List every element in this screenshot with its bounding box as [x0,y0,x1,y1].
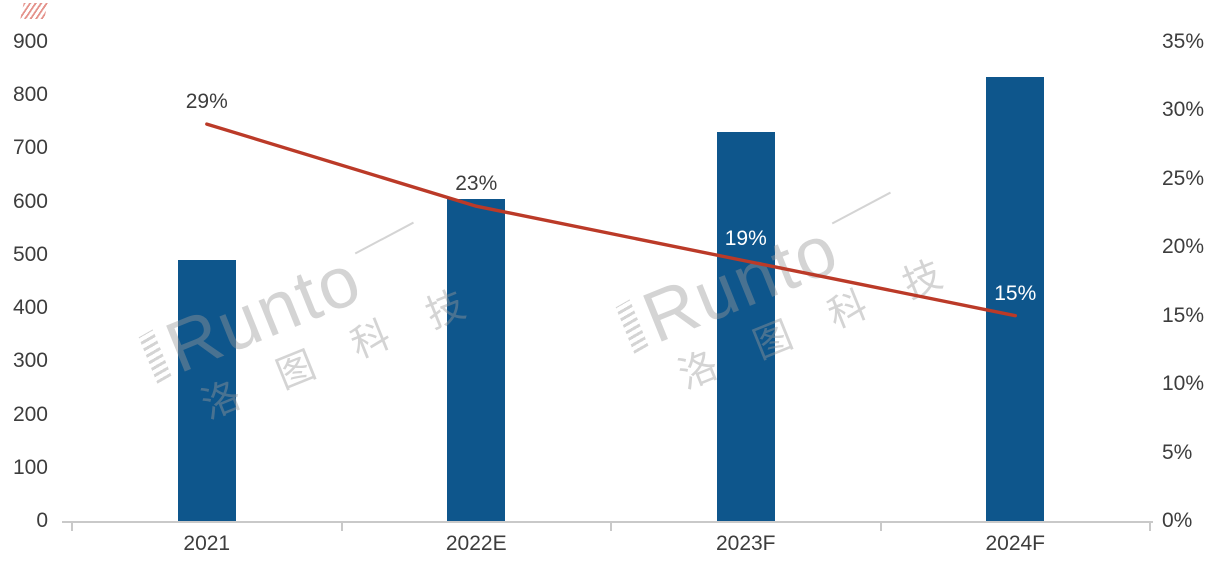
left-axis-tick-label: 0 [36,509,48,532]
line-data-label: 15% [994,281,1037,305]
x-axis-tick [610,522,612,531]
x-axis-tick [1149,522,1151,531]
corner-red-mark-decoration [20,3,48,19]
x-axis-category-label: 2022E [445,532,507,555]
right-axis-tick-label: 10% [1162,372,1205,396]
x-axis-tick [879,522,882,531]
right-axis-tick-label: 30% [1162,98,1205,122]
x-axis-category-label: 2021 [183,532,231,555]
line-data-label: 29% [185,90,228,114]
left-axis-tick-label: 600 [12,189,48,213]
right-axis-tick-label: 35% [1162,30,1205,53]
left-axis-tick-label: 400 [12,296,48,320]
right-axis-tick-label: 5% [1162,440,1193,464]
left-axis-tick-label: 100 [12,455,48,479]
line-data-label: 23% [455,172,498,196]
right-axis-tick-label: 20% [1162,235,1205,259]
x-axis-tick [340,522,343,531]
x-axis-category-label: 2023F [715,532,776,555]
left-axis-tick-label: 500 [12,242,48,266]
right-axis-tick-label: 0% [1162,509,1193,532]
line-data-label: 19% [724,226,767,250]
left-axis-tick-label: 200 [12,402,48,426]
watermark-runto-left: Runto 洛 图 科 技 [133,201,486,441]
left-axis-tick-label: 800 [12,83,48,107]
watermark-tail-line [831,191,892,225]
x-axis-tick [71,522,73,531]
x-axis-line [62,521,1153,523]
left-axis-tick-label: 700 [12,136,48,160]
right-axis-tick-label: 25% [1162,166,1205,190]
watermark-runto-right: Runto 洛 图 科 技 [610,171,963,411]
left-axis-tick-label: 300 [12,349,48,373]
left-axis-tick-label: 900 [12,30,48,53]
x-axis-category-label: 2024F [985,532,1046,555]
right-axis-tick-label: 15% [1162,303,1205,327]
watermark-tail-line [354,221,415,255]
